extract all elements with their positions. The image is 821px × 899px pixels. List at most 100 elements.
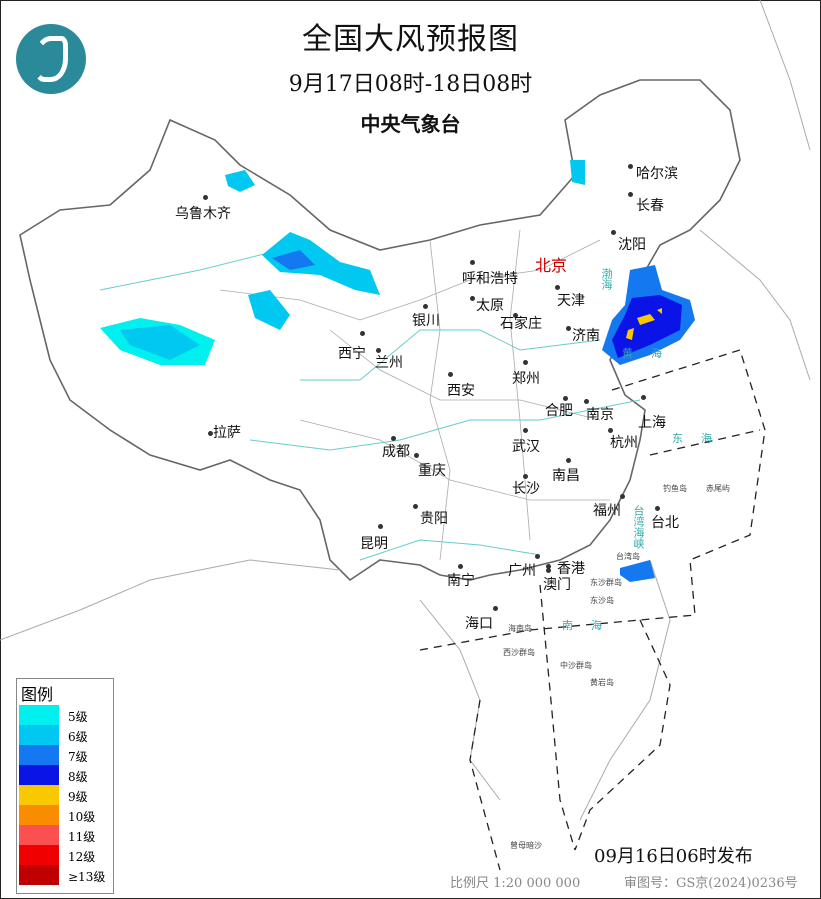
city-dot <box>493 606 498 611</box>
city-label: 沈阳 <box>618 237 646 253</box>
sea-label: 东海 <box>672 432 730 445</box>
legend-label: 10级 <box>68 810 96 824</box>
legend-swatch <box>19 705 59 725</box>
island-label: 东沙岛 <box>590 596 614 605</box>
cma-logo-icon <box>16 24 86 94</box>
city-dot <box>378 524 383 529</box>
city-label: 长沙 <box>512 481 540 497</box>
city-dot <box>655 506 660 511</box>
legend-label: 12级 <box>68 850 96 864</box>
city-label: 香港 <box>557 561 585 577</box>
island-label: 东沙群岛 <box>590 578 622 587</box>
forecast-period: 9月17日08时-18日08时 <box>288 72 533 97</box>
city-label: 西宁 <box>338 346 366 362</box>
city-label: 天津 <box>557 293 585 309</box>
legend-swatch <box>19 745 59 765</box>
city-dot <box>563 396 568 401</box>
wind-area-xinjiang-7 <box>272 250 315 270</box>
legend-item: 12级 <box>19 845 111 865</box>
city-label: 昆明 <box>360 536 388 552</box>
legend-item: 8级 <box>19 765 111 785</box>
legend-item: 9级 <box>19 785 111 805</box>
island-label: 赤尾屿 <box>706 484 730 493</box>
city-label: 杭州 <box>610 435 638 451</box>
capital-label: 北京 <box>535 256 568 275</box>
legend-swatch <box>19 845 59 865</box>
maritime-boundaries <box>419 349 766 871</box>
city-dot <box>628 192 633 197</box>
wind-area-xinjiang <box>225 170 255 192</box>
city-dot <box>628 164 633 169</box>
city-label: 海口 <box>465 616 493 632</box>
city-label: 银川 <box>412 313 440 329</box>
city-dot <box>620 494 625 499</box>
city-label: 武汉 <box>512 439 540 455</box>
island-label: 西沙群岛 <box>503 648 535 657</box>
legend-swatch <box>19 865 59 885</box>
legend-item: 10级 <box>19 805 111 825</box>
legend-title: 图例 <box>21 685 54 704</box>
legend: 图例 5级 6级 7级 8级 9级 10级 11级 12级 ≥13级 <box>16 678 114 894</box>
city-label: 拉萨 <box>213 425 241 441</box>
legend-label: 9级 <box>68 790 88 804</box>
city-label: 福州 <box>593 503 621 519</box>
city-label: 太原 <box>476 298 504 314</box>
city-dot <box>470 260 475 265</box>
legend-swatch <box>19 725 59 745</box>
city-dot <box>535 554 540 559</box>
city-dot <box>376 348 381 353</box>
city-dot <box>555 285 560 290</box>
city-label: 乌鲁木齐 <box>175 206 231 222</box>
wind-areas <box>100 160 695 582</box>
city-dot <box>423 304 428 309</box>
city-dot <box>203 195 208 200</box>
legend-swatch <box>19 785 59 805</box>
wind-area-xinjiang-east <box>262 232 380 295</box>
city-dot <box>641 395 646 400</box>
city-label: 呼和浩特 <box>462 271 518 287</box>
island-label: 海南岛 <box>508 624 532 633</box>
wind-area-tibet-6 <box>120 325 200 360</box>
legend-label: ≥13级 <box>68 870 106 884</box>
city-label: 南京 <box>586 407 614 423</box>
agency: 中央气象台 <box>360 112 461 136</box>
city-label: 广州 <box>508 563 536 579</box>
city-dot <box>523 428 528 433</box>
city-label: 台北 <box>651 515 679 531</box>
city-label: 澳门 <box>543 577 571 593</box>
legend-item: 5级 <box>19 705 111 725</box>
city-label: 哈尔滨 <box>636 166 678 182</box>
island-label: 曾母暗沙 <box>510 841 542 850</box>
legend-swatch <box>19 825 59 845</box>
sea-label: 黄海 <box>622 347 680 360</box>
city-dot <box>414 453 419 458</box>
island-label: 黄岩岛 <box>590 678 614 687</box>
city-label: 南昌 <box>552 468 580 484</box>
legend-label: 8级 <box>68 770 88 784</box>
wind-area-northeast <box>570 160 585 185</box>
city-label: 郑州 <box>512 371 540 387</box>
legend-item: ≥13级 <box>19 865 111 885</box>
city-label: 长春 <box>636 198 664 214</box>
city-dot <box>608 428 613 433</box>
legend-label: 7级 <box>68 750 88 764</box>
city-dot <box>391 436 396 441</box>
legend-label: 11级 <box>68 830 96 844</box>
wind-area-yellow-sea-8 <box>612 295 682 358</box>
rivers <box>99 249 641 561</box>
city-dot <box>470 296 475 301</box>
city-dot <box>584 399 589 404</box>
city-dot <box>413 504 418 509</box>
city-label: 兰州 <box>375 355 403 371</box>
province-borders <box>219 229 610 561</box>
wind-area-qinghai <box>248 290 290 330</box>
city-dot <box>566 326 571 331</box>
city-dot <box>513 313 518 318</box>
legend-item: 11级 <box>19 825 111 845</box>
city-dot <box>546 564 551 569</box>
issued-time: 09月16日06时发布 <box>594 846 753 867</box>
city-dot <box>360 331 365 336</box>
scale-text: 比例尺 1:20 000 000 <box>450 876 581 891</box>
city-label: 上海 <box>638 415 666 431</box>
